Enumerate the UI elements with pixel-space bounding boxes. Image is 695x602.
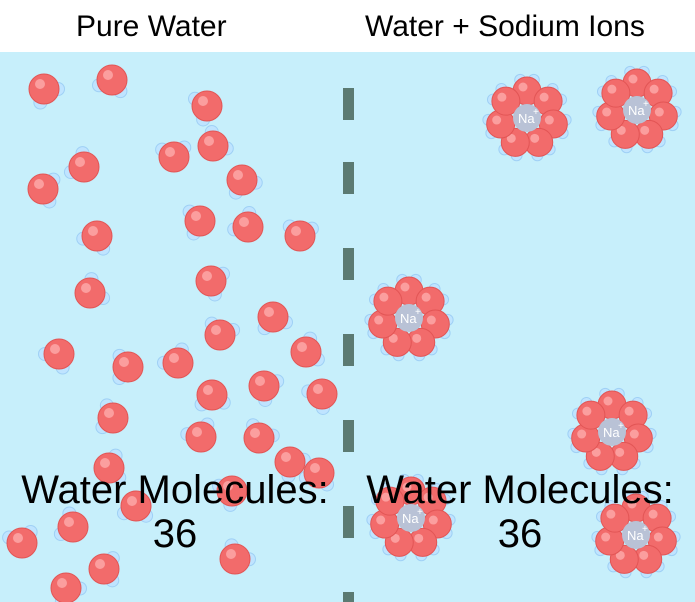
membrane-dash — [343, 162, 354, 194]
left-count-value: 36 — [152, 512, 198, 556]
sodium-symbol: Na — [518, 111, 535, 126]
membrane-dash — [343, 88, 354, 120]
water-molecule — [28, 73, 65, 110]
water-molecule — [27, 172, 61, 209]
water-molecule — [290, 331, 325, 368]
sodium-atom — [598, 418, 626, 446]
sodium-atom — [397, 504, 425, 532]
water-molecule — [180, 417, 217, 453]
sodium-charge: + — [642, 524, 648, 535]
water-molecule — [187, 90, 223, 127]
sodium-water-title: Water + Sodium Ions — [365, 10, 645, 43]
sodium-symbol: Na — [627, 528, 644, 543]
water-molecule — [2, 524, 38, 559]
water-molecule — [274, 446, 311, 483]
membrane-dash — [343, 420, 354, 452]
water-molecule — [116, 490, 154, 523]
sodium-symbol: Na — [603, 425, 620, 440]
membrane-dash — [343, 248, 354, 280]
water-molecule — [219, 538, 256, 575]
water-molecule — [195, 265, 231, 302]
sodium-ion-cluster: Na+ — [366, 473, 456, 562]
water-molecule — [53, 506, 89, 543]
water-molecule — [197, 125, 234, 162]
header: Pure Water Water + Sodium Ions — [0, 0, 695, 52]
pure-water-title: Pure Water — [76, 10, 227, 43]
water-molecule — [88, 551, 120, 588]
sodium-ion-cluster: Na+ — [567, 387, 657, 476]
water-molecule — [63, 146, 100, 183]
sodium-atom — [622, 521, 650, 549]
sodium-charge: + — [533, 107, 539, 118]
sodium-atom — [623, 96, 651, 124]
water-molecule — [38, 338, 75, 375]
sodium-charge: + — [618, 421, 624, 432]
water-molecule — [243, 418, 280, 454]
semipermeable-membrane — [343, 88, 354, 602]
water-molecule — [298, 457, 335, 492]
sodium-ion-cluster: Na+ — [364, 273, 454, 362]
water-molecule — [204, 316, 241, 351]
sodium-ion-cluster: Na+ — [592, 65, 682, 154]
water-molecule — [257, 301, 293, 336]
water-molecule — [182, 204, 216, 241]
water-molecule — [212, 475, 248, 512]
water-molecule — [76, 220, 113, 256]
water-molecule — [157, 342, 194, 379]
right-count-label: Water Molecules: — [366, 468, 674, 512]
sodium-symbol: Na — [628, 103, 645, 118]
sodium-symbol: Na — [400, 311, 417, 326]
left-count-label: Water Molecules: — [21, 468, 329, 512]
sodium-ion-cluster: Na+ — [591, 490, 681, 579]
membrane-dash — [343, 506, 354, 538]
water-molecule — [93, 448, 127, 485]
water-molecule — [74, 272, 111, 309]
sodium-atom — [513, 104, 541, 132]
water-molecule — [194, 379, 231, 412]
water-molecule — [227, 206, 264, 243]
water-molecule — [282, 219, 319, 252]
membrane-dash — [343, 334, 354, 366]
membrane-dash — [343, 592, 354, 602]
sodium-charge: + — [643, 99, 649, 110]
sodium-charge: + — [417, 507, 423, 518]
water-molecule — [301, 378, 338, 415]
water-molecule — [248, 370, 285, 407]
hydrated-sodium-ions: Na+ Na+Na+Na+Na+Na+ — [364, 65, 682, 579]
water-molecule — [226, 164, 263, 200]
water-molecule — [112, 348, 144, 386]
left-water-count: Water Molecules: 36 — [5, 468, 345, 556]
free-water-molecules — [2, 64, 338, 602]
water-molecule — [155, 140, 192, 173]
sodium-symbol: Na — [402, 511, 419, 526]
sodium-ion-cluster: Na+ — [482, 73, 572, 162]
sodium-charge: + — [415, 307, 421, 318]
water-molecule — [92, 64, 128, 99]
right-count-value: 36 — [497, 512, 543, 556]
water-molecule — [50, 572, 87, 602]
sodium-atom — [395, 304, 423, 332]
right-water-count: Water Molecules: 36 — [350, 468, 690, 556]
water-molecule — [95, 398, 129, 435]
